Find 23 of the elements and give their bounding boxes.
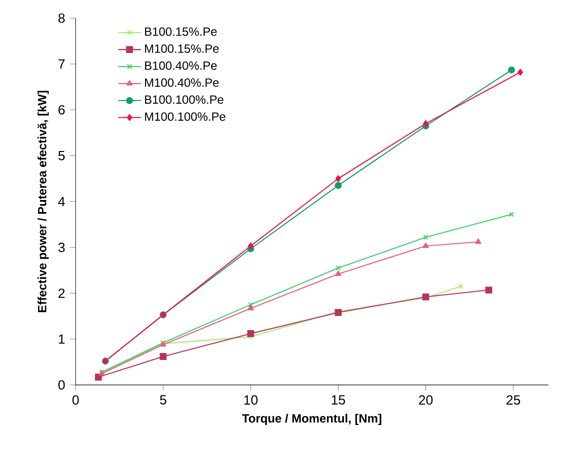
x-tick-label: 20: [419, 395, 433, 405]
y-axis-title: Effective power / Puterea efectivă, [kW]: [37, 90, 49, 312]
x-tick-label: 25: [506, 395, 520, 405]
y-tick-label: 6: [58, 105, 65, 115]
legend-label: B100.40%.Pe: [145, 61, 217, 70]
legend-label: M100.40%.Pe: [145, 78, 219, 87]
y-tick-label: 0: [58, 380, 65, 390]
x-axis-title: Torque / Momentul, [Nm]: [242, 414, 382, 425]
x-tick-label: 0: [72, 395, 79, 405]
y-tick-label: 5: [58, 151, 65, 160]
y-tick-label: 7: [58, 59, 65, 69]
y-tick-label: 2: [58, 288, 65, 298]
legend-label: B100.15%.Pe: [145, 27, 217, 36]
x-tick-label: 5: [160, 395, 166, 405]
y-tick-label: 8: [58, 13, 65, 23]
x-tick-label: 10: [244, 395, 258, 405]
y-tick-label: 1: [58, 334, 65, 344]
legend-label: M100.15%.Pe: [145, 44, 219, 53]
x-tick-label: 15: [332, 395, 346, 405]
legend-label: B100.100%.Pe: [145, 95, 224, 104]
y-tick-label: 4: [58, 196, 65, 206]
legend-label: M100.100%.Pe: [145, 112, 226, 121]
y-tick-label: 3: [58, 242, 65, 252]
